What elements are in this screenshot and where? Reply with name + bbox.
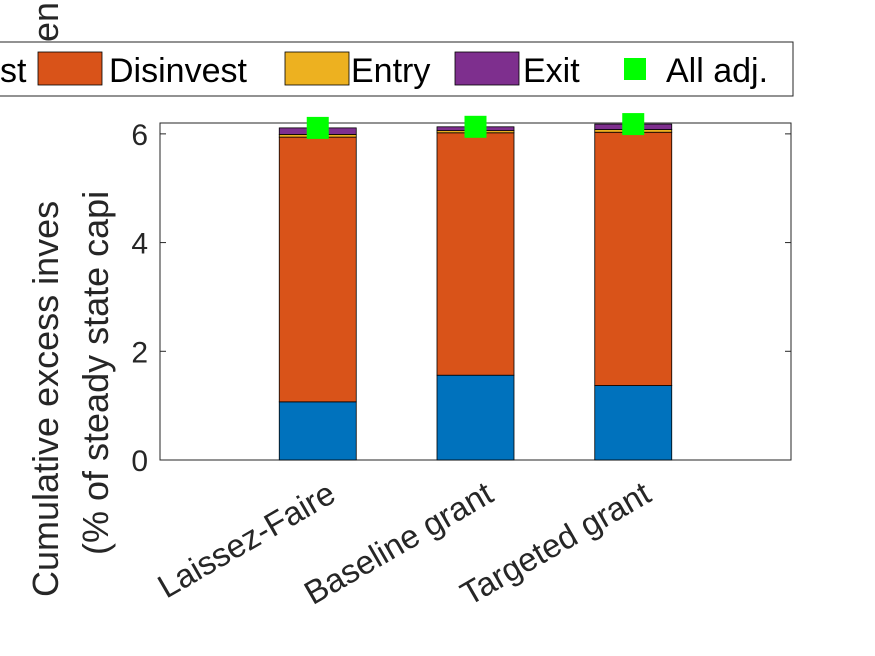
- y-tick-label: 4: [131, 228, 148, 261]
- bar-segment-invest: [436, 374, 515, 461]
- y-tick-label: 2: [131, 336, 148, 369]
- legend-swatch-0: [37, 51, 103, 86]
- y-tick-label: 6: [131, 119, 148, 152]
- legend-label-0: Disinvest: [109, 52, 247, 90]
- all-adj-marker: [464, 115, 487, 138]
- legend-label-1: Entry: [351, 52, 430, 90]
- legend-label-invest: st: [0, 52, 27, 90]
- bar-segment-disinvest: [594, 131, 673, 386]
- plot-area: [159, 113, 792, 461]
- all-adj-marker: [622, 113, 645, 136]
- legend: st Disinvest Entry Exit All adj.: [0, 41, 794, 97]
- y-axis-title-line-1: Cumulative excess inves: [25, 201, 66, 597]
- y-tick-label: 0: [131, 445, 148, 478]
- legend-label-2: Exit: [523, 52, 580, 90]
- bar-segment-disinvest: [278, 136, 357, 403]
- y-axis-title-line-2: (% of steady state capi: [75, 191, 116, 555]
- y-axis-title-fragment: en: [25, 2, 66, 42]
- legend-swatch-1: [284, 51, 350, 86]
- bar-segment-invest: [594, 385, 673, 461]
- y-axis-ticks: 0 2 4 6: [131, 119, 791, 478]
- legend-marker-all-adj: [624, 58, 646, 80]
- legend-box: [0, 41, 794, 97]
- bar-segment-invest: [278, 401, 357, 461]
- legend-label-all-adj: All adj.: [666, 52, 768, 90]
- bar-segment-disinvest: [436, 132, 515, 376]
- legend-swatch-2: [454, 51, 520, 86]
- y-axis-title: Cumulative excess inves (% of steady sta…: [25, 2, 116, 597]
- all-adj-marker: [306, 116, 329, 139]
